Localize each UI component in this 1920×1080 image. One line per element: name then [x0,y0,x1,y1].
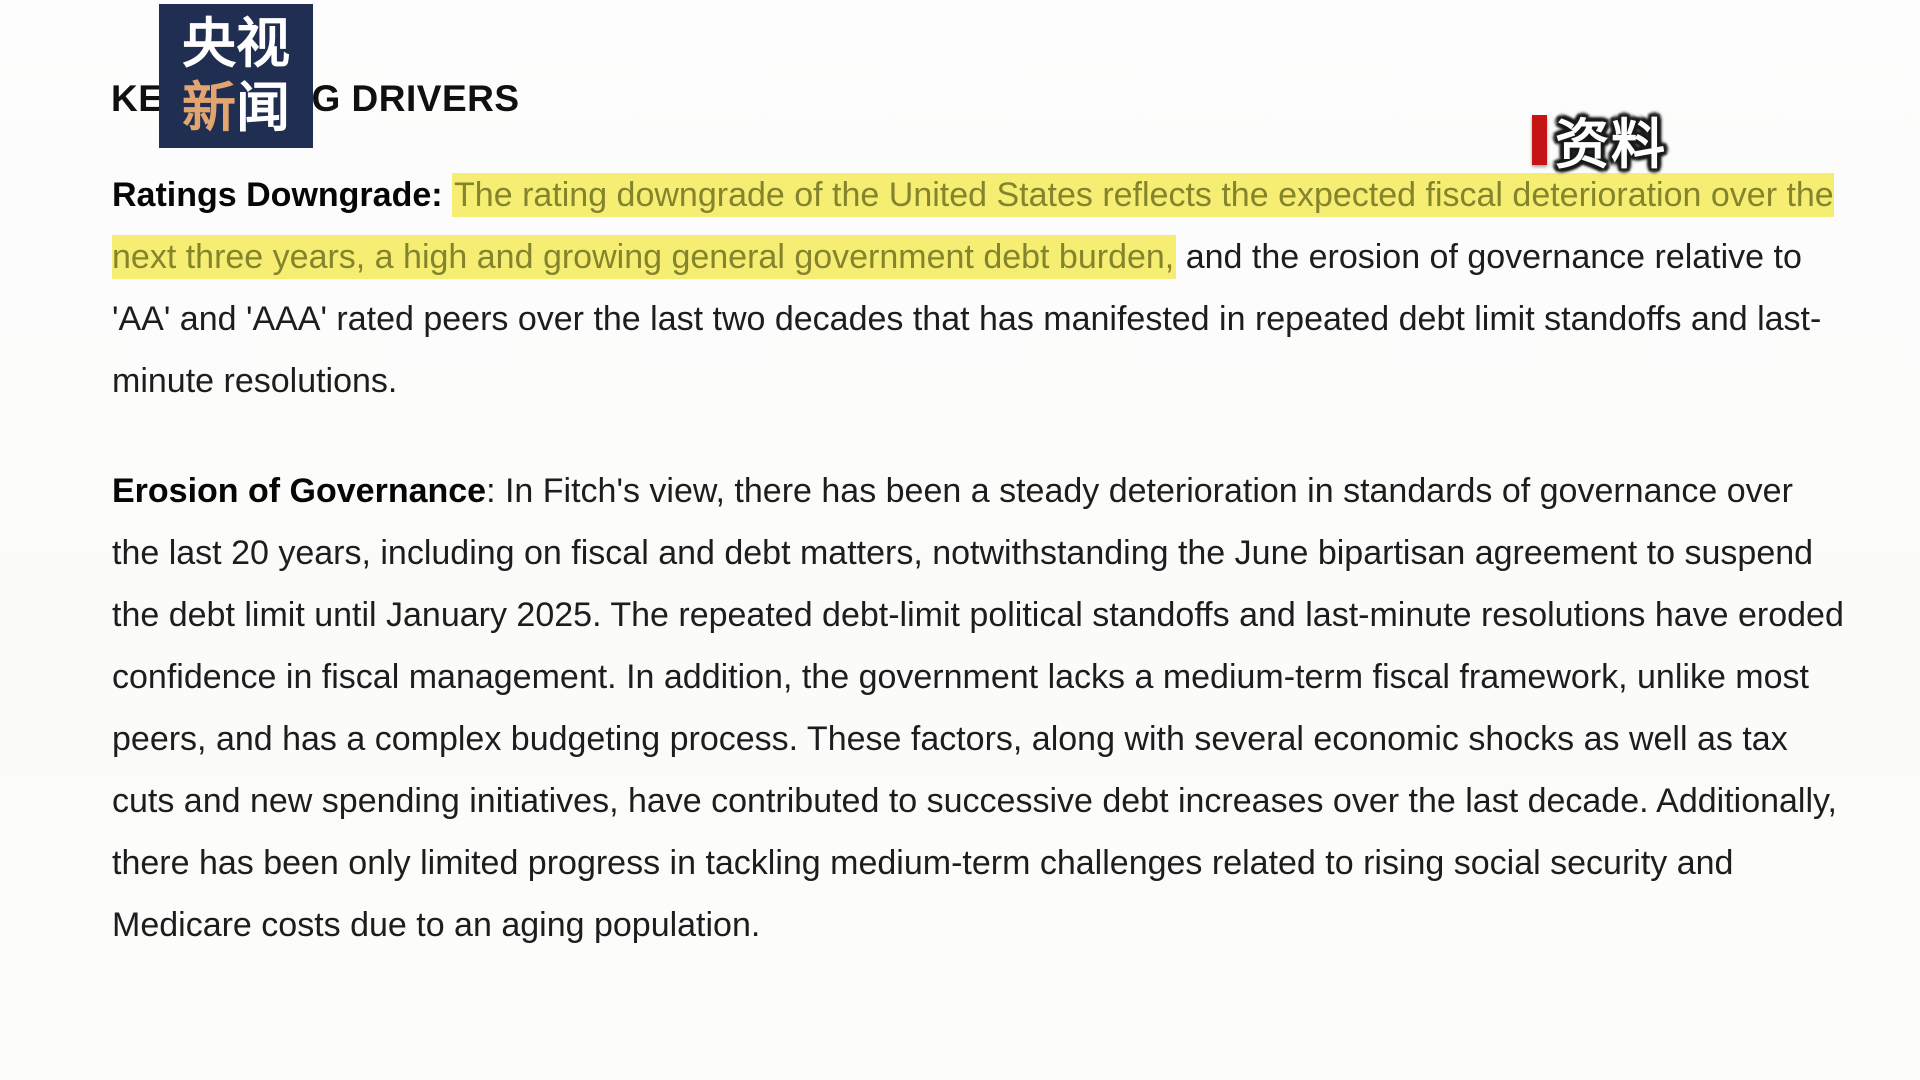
erosion-governance-lead: Erosion of Governance [112,472,487,510]
paragraph-ratings-downgrade: Ratings Downgrade: The rating downgrade … [112,164,1846,412]
logo-text-yangshi: 央视 [182,14,290,74]
cctv-news-logo: 央视 新闻 [159,4,313,148]
archive-footage-label: 资料 [1555,115,1667,175]
document-body: Ratings Downgrade: The rating downgrade … [112,164,1846,956]
paragraph-erosion-of-governance: Erosion of Governance: In Fitch's view, … [112,460,1846,956]
ratings-downgrade-lead: Ratings Downgrade: [112,176,453,214]
logo-char-xin: 新 [182,78,236,138]
erosion-governance-rest: : In Fitch's view, there has been a stea… [112,472,1844,944]
logo-char-wen: 闻 [236,78,290,138]
logo-text-xinwen: 新闻 [182,76,290,140]
red-bar-icon [1532,114,1547,165]
archive-footage-badge: 资料 [1532,100,1667,179]
ratings-downgrade-rest: and the erosion of governance relative t… [112,238,1822,400]
